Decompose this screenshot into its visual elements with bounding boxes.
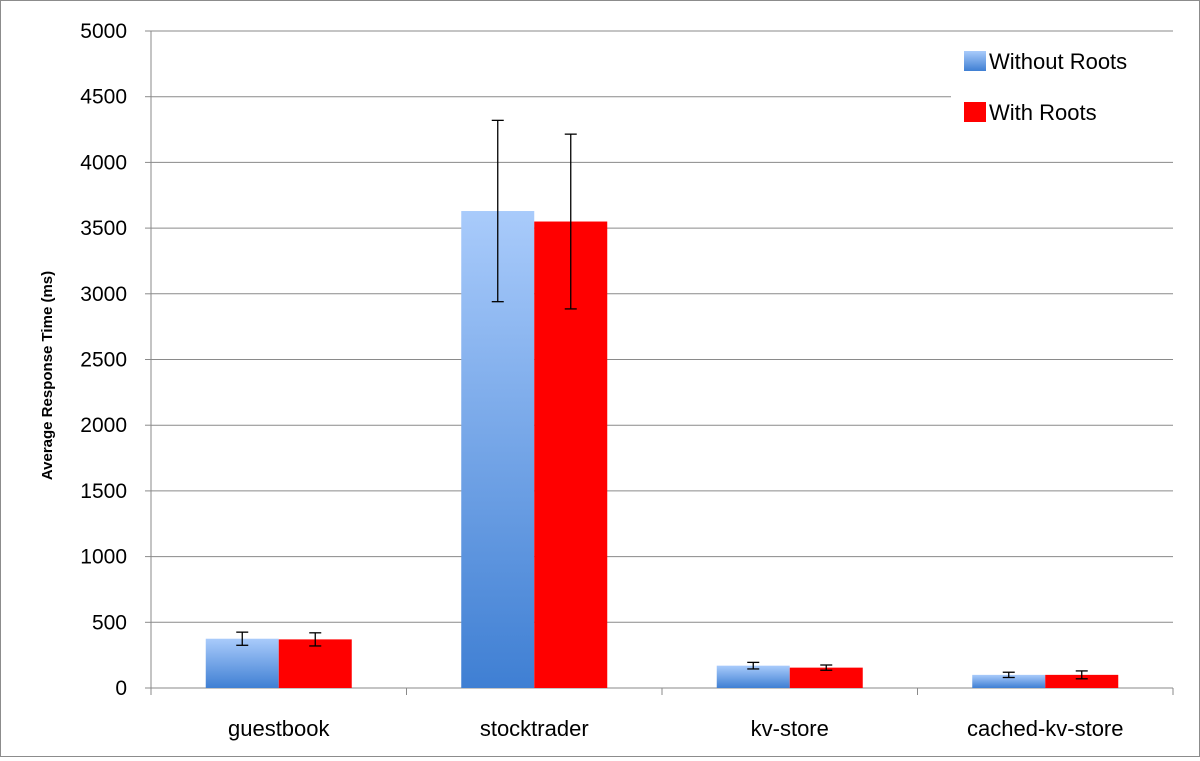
bar-without-roots — [972, 674, 1046, 688]
x-category-label: kv-store — [751, 716, 829, 741]
bar-without-roots — [716, 665, 790, 688]
bar-with-roots — [789, 667, 863, 688]
tick-labels: 0 500 1000 1500 2000 2500 3000 3500 4000 4500 5000… — [80, 20, 1123, 741]
gridlines — [151, 30, 1173, 623]
error-bars — [236, 119, 1088, 680]
y-tick-label: 4500 — [80, 86, 127, 109]
x-category-label: guestbook — [228, 716, 331, 741]
y-tick-label: 0 — [115, 677, 127, 700]
y-tick-label: 3000 — [80, 283, 127, 306]
y-axis-label: Average Response Time (ms) — [39, 271, 56, 480]
legend-background — [951, 37, 1173, 145]
legend-swatch-without-roots — [964, 51, 986, 71]
y-tick-label: 1000 — [80, 546, 127, 569]
x-category-label: stocktrader — [480, 716, 589, 741]
y-tick-label: 2000 — [80, 414, 127, 437]
y-tick-label: 5000 — [80, 20, 127, 43]
legend-label: With Roots — [989, 100, 1097, 125]
bar-with-roots — [278, 639, 352, 688]
bars — [205, 211, 1119, 688]
bar-with-roots — [1045, 674, 1119, 688]
legend: Without Roots With Roots — [951, 37, 1173, 145]
legend-swatch-with-roots — [964, 102, 986, 122]
y-tick-label: 1500 — [80, 480, 127, 503]
y-tick-label: 2500 — [80, 349, 127, 372]
legend-label: Without Roots — [989, 49, 1127, 74]
y-tick-label: 4000 — [80, 151, 127, 174]
y-tick-label: 500 — [92, 611, 127, 634]
y-tick-label: 3500 — [80, 217, 127, 240]
x-category-label: cached-kv-store — [967, 716, 1124, 741]
bar-without-roots — [205, 638, 279, 688]
